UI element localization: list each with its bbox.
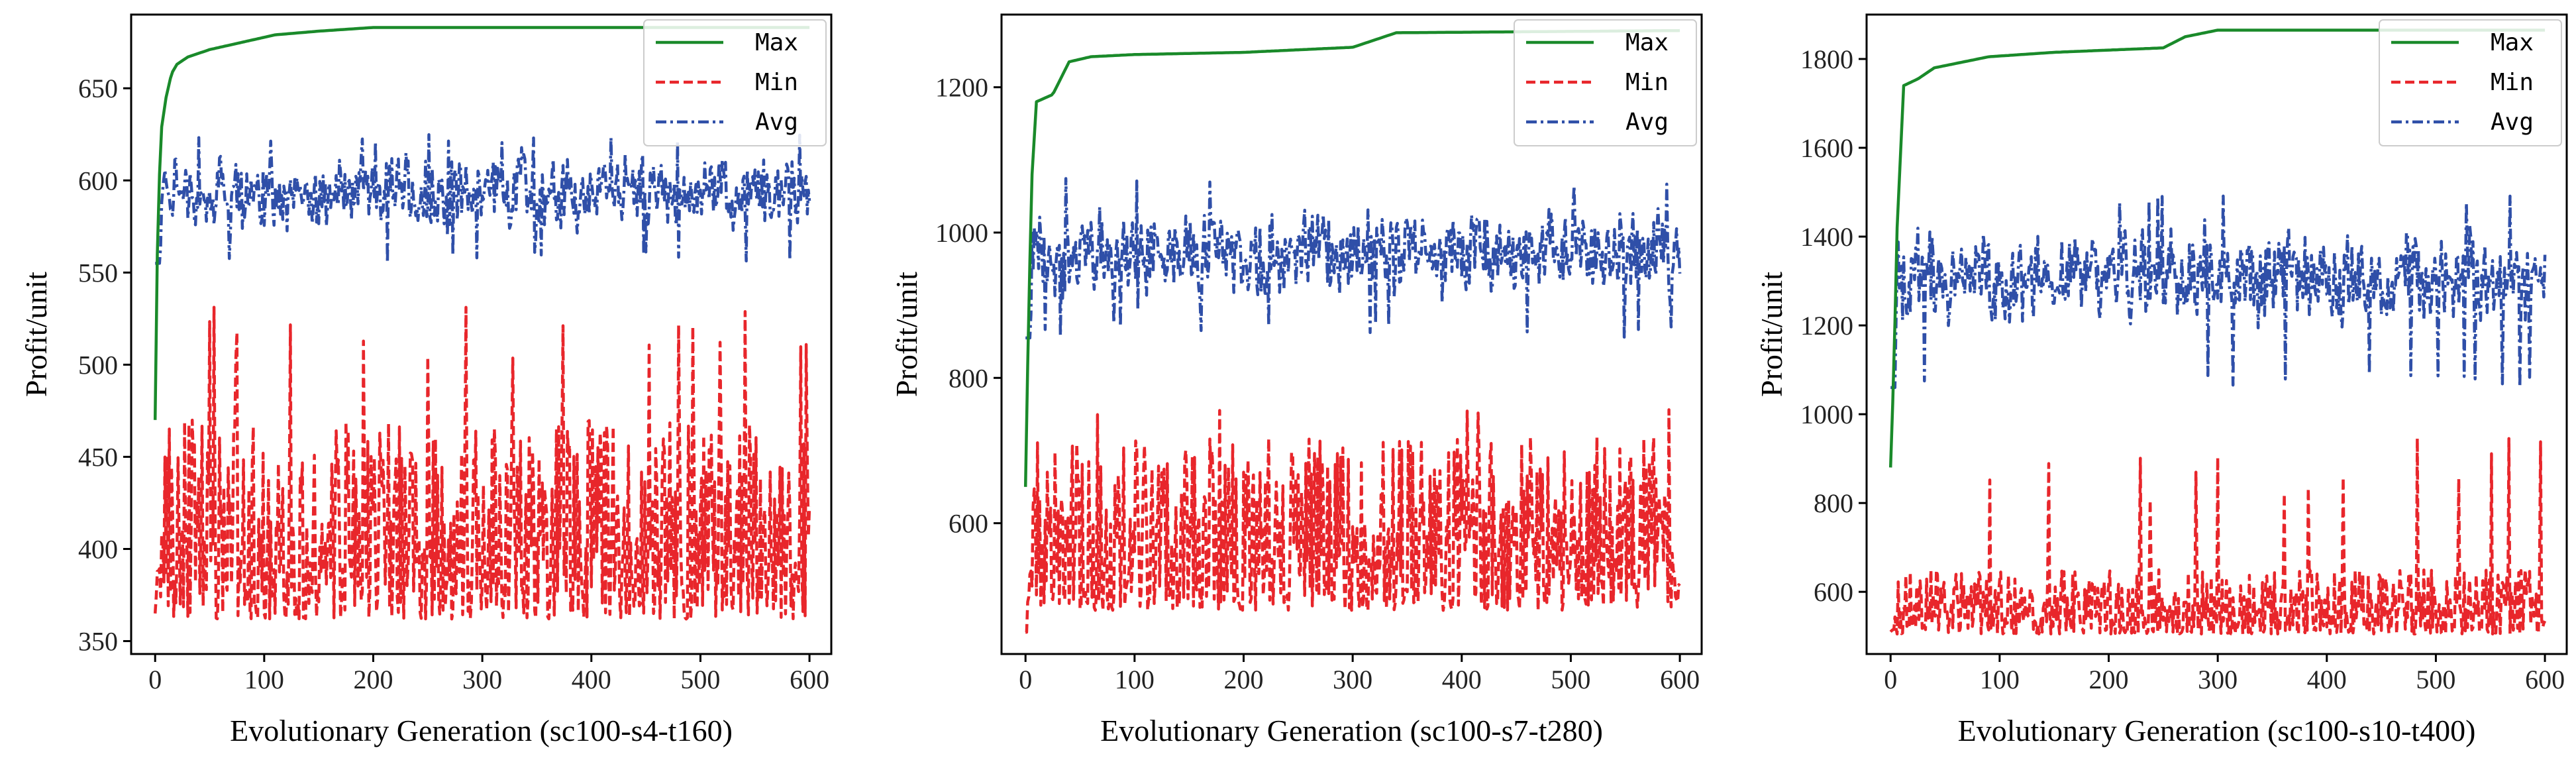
y-tick-label: 1000 — [1800, 400, 1853, 429]
legend-label-max: Max — [2491, 29, 2534, 56]
x-tick-label: 500 — [2416, 665, 2455, 694]
x-axis-title: Evolutionary Generation (sc100-s10-t400) — [1958, 714, 2476, 747]
y-tick-label: 350 — [78, 627, 118, 657]
x-tick-label: 400 — [1442, 665, 1482, 694]
y-tick-label: 1200 — [1800, 311, 1853, 341]
x-tick-label: 500 — [1551, 665, 1590, 694]
legend-box — [643, 19, 827, 146]
legend-box — [1514, 19, 1697, 146]
series-line-avg — [1890, 194, 2547, 390]
x-axis-title: Evolutionary Generation (sc100-s4-t160) — [230, 714, 733, 747]
x-tick-label: 500 — [680, 665, 720, 694]
legend-label-max: Max — [755, 29, 798, 56]
x-tick-label: 300 — [1333, 665, 1372, 694]
y-tick-label: 1000 — [935, 218, 988, 248]
x-tick-label: 0 — [1884, 665, 1897, 694]
x-tick-label: 100 — [244, 665, 284, 694]
x-tick-label: 100 — [1980, 665, 2020, 694]
plot-frame — [130, 13, 833, 655]
x-tick-label: 400 — [572, 665, 611, 694]
y-axis-title: Profit/unit — [890, 272, 923, 397]
y-tick-label: 1200 — [935, 73, 988, 103]
legend-label-min: Min — [755, 69, 798, 96]
x-tick-label: 0 — [1019, 665, 1032, 694]
legend-label-min: Min — [2491, 69, 2534, 96]
legend: Max Min Avg — [2379, 19, 2562, 146]
y-tick-label: 1800 — [1800, 44, 1853, 74]
x-tick-label: 600 — [1660, 665, 1700, 694]
legend: Max Min Avg — [643, 19, 827, 146]
chart-panel-3: 0 100 200 300 400 500 600 600 800 1000 1200 1400 160… — [1755, 13, 2568, 747]
x-tick-label: 300 — [2198, 665, 2238, 694]
y-axis-title: Profit/unit — [1755, 272, 1788, 397]
y-tick-label: 500 — [78, 350, 118, 380]
y-tick-label: 600 — [78, 166, 118, 195]
series-line-avg — [154, 133, 811, 265]
x-tick-label: 200 — [1224, 665, 1264, 694]
legend-label-avg: Avg — [755, 109, 798, 136]
legend: Max Min Avg — [1514, 19, 1697, 146]
chart-panel-1: 0 100 200 300 400 500 600 350 400 450 500 550 600 650… — [19, 13, 833, 747]
x-tick-label: 200 — [354, 665, 393, 694]
series-line-min — [1025, 408, 1681, 634]
plot-frame — [1000, 13, 1703, 655]
x-tick-label: 200 — [2089, 665, 2129, 694]
series-line-min — [153, 305, 811, 621]
y-tick-label: 650 — [78, 74, 118, 103]
legend-box — [2379, 19, 2562, 146]
chart-panel-2: 0 100 200 300 400 500 600 600 800 1000 1200 Evoluti… — [890, 13, 1703, 747]
series-line-min — [1889, 437, 2547, 636]
y-tick-label: 400 — [78, 534, 118, 564]
x-tick-label: 400 — [2307, 665, 2347, 694]
x-axis-title: Evolutionary Generation (sc100-s7-t280) — [1100, 714, 1603, 747]
x-tick-label: 300 — [462, 665, 502, 694]
y-axis-title: Profit/unit — [19, 272, 53, 397]
series-line-avg — [1025, 177, 1682, 340]
y-tick-label: 550 — [78, 258, 118, 288]
x-tick-label: 600 — [790, 665, 829, 694]
x-tick-label: 100 — [1115, 665, 1155, 694]
y-tick-label: 1600 — [1800, 133, 1853, 163]
x-tick-label: 0 — [148, 665, 162, 694]
legend-label-min: Min — [1625, 69, 1669, 96]
x-tick-label: 600 — [2525, 665, 2565, 694]
legend-label-max: Max — [1625, 29, 1669, 56]
y-tick-label: 800 — [949, 363, 988, 393]
y-tick-label: 1400 — [1800, 222, 1853, 252]
legend-label-avg: Avg — [2491, 109, 2534, 136]
legend-label-avg: Avg — [1625, 109, 1669, 136]
y-tick-label: 600 — [1814, 577, 1853, 607]
y-tick-label: 800 — [1814, 488, 1853, 518]
plot-frame — [1865, 13, 2568, 655]
y-tick-label: 600 — [949, 509, 988, 539]
y-tick-label: 450 — [78, 442, 118, 472]
